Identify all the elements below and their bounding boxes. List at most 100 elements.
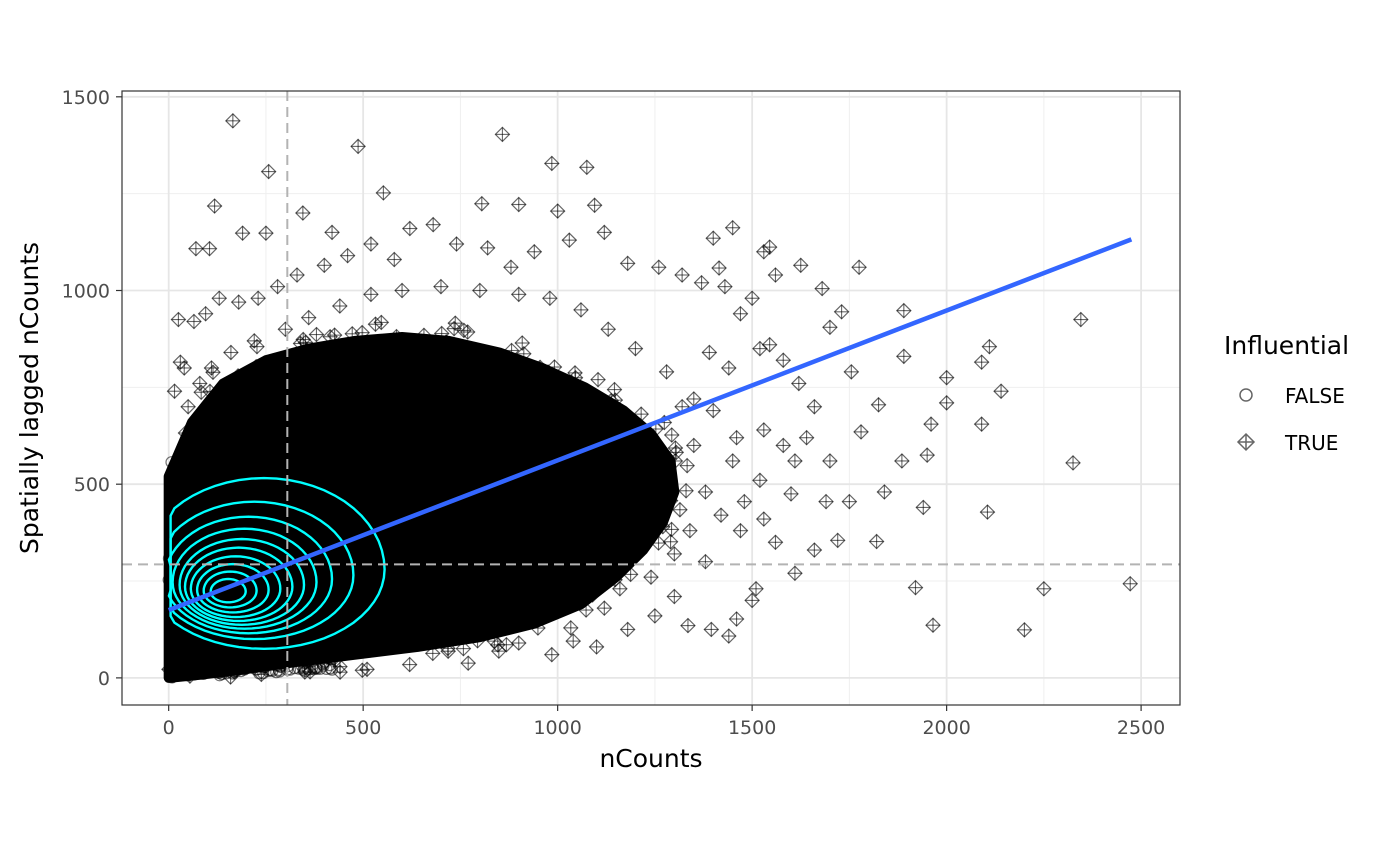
true-point — [473, 617, 490, 633]
true-point — [701, 344, 718, 361]
true-point — [622, 566, 639, 583]
true-point — [186, 313, 202, 330]
true-point — [308, 326, 325, 343]
x-tick-label: 2500 — [1117, 717, 1165, 739]
false-point — [238, 662, 252, 675]
true-point — [697, 484, 714, 500]
false-point — [209, 664, 222, 677]
true-point — [755, 511, 772, 527]
true-point — [297, 334, 314, 351]
true-point — [619, 255, 636, 272]
legend-key-false: FALSE — [1239, 384, 1345, 408]
true-point — [979, 504, 996, 520]
true-point — [194, 406, 211, 423]
true-point — [433, 278, 449, 295]
true-point — [331, 298, 348, 314]
true-point — [596, 224, 613, 241]
true-point — [672, 501, 688, 518]
legend-title: Influential — [1224, 331, 1349, 360]
true-point — [619, 621, 636, 638]
true-point — [398, 625, 414, 641]
true-point — [228, 379, 244, 396]
true-point — [1122, 575, 1139, 592]
true-point — [919, 447, 936, 463]
true-point — [460, 655, 477, 672]
true-point — [596, 600, 613, 617]
false-point — [170, 502, 184, 515]
true-point — [327, 652, 344, 669]
true-point — [423, 343, 439, 359]
true-point — [253, 666, 270, 683]
true-point — [269, 278, 286, 295]
true-point — [250, 290, 266, 307]
true-point — [543, 155, 560, 172]
y-tick-label: 0 — [98, 668, 110, 690]
true-point — [693, 274, 710, 291]
true-point — [532, 362, 548, 379]
true-point — [728, 429, 745, 446]
false-point — [191, 661, 205, 674]
true-point — [578, 602, 594, 618]
true-point — [193, 384, 210, 401]
true-point — [915, 499, 932, 516]
true-point — [705, 402, 722, 419]
true-point — [724, 453, 741, 469]
true-point — [248, 358, 264, 375]
true-point — [188, 240, 204, 257]
true-point — [663, 521, 680, 538]
density-contours — [167, 476, 386, 651]
true-point — [981, 338, 998, 355]
true-point — [752, 340, 768, 357]
true-point — [542, 290, 558, 307]
true-point — [685, 437, 702, 454]
true-point — [176, 360, 193, 376]
true-point — [171, 456, 187, 473]
true-point — [868, 533, 885, 550]
true-point — [472, 282, 488, 299]
true-point — [744, 592, 760, 609]
true-point — [752, 472, 768, 489]
x-tick-label: 1500 — [728, 717, 776, 739]
x-tick-label: 500 — [345, 717, 381, 739]
y-tick-label: 500 — [74, 474, 110, 496]
true-point — [494, 126, 511, 143]
true-point — [339, 247, 356, 264]
true-point — [169, 485, 186, 502]
true-point — [223, 344, 239, 361]
true-point — [973, 354, 990, 371]
true-point — [197, 305, 214, 322]
true-point — [359, 661, 375, 678]
true-point — [394, 282, 410, 299]
true-point — [724, 219, 741, 236]
true-point — [316, 257, 333, 274]
x-tick-label: 1000 — [533, 717, 581, 739]
true-point — [170, 311, 187, 328]
true-point — [573, 302, 589, 318]
true-point — [647, 608, 663, 624]
true-point — [851, 259, 867, 276]
true-point — [668, 444, 685, 461]
true-point — [425, 216, 442, 233]
true-point — [230, 294, 247, 310]
true-point — [783, 486, 799, 502]
true-point — [432, 632, 449, 649]
density-contour — [189, 555, 282, 619]
true-point — [717, 278, 733, 295]
true-point — [711, 260, 727, 276]
true-point — [296, 664, 313, 680]
true-point — [894, 453, 910, 469]
regression-line — [167, 237, 1133, 613]
true-point — [806, 542, 823, 558]
true-point — [973, 416, 990, 432]
true-point — [203, 404, 220, 421]
true-point — [486, 633, 503, 649]
true-point — [787, 453, 803, 469]
true-point — [562, 620, 579, 636]
true-point — [767, 267, 784, 283]
true-point — [822, 453, 838, 469]
true-point — [798, 429, 815, 446]
true-point — [703, 621, 720, 638]
true-point — [559, 389, 575, 406]
legend-key-true-symbol — [1236, 432, 1256, 452]
